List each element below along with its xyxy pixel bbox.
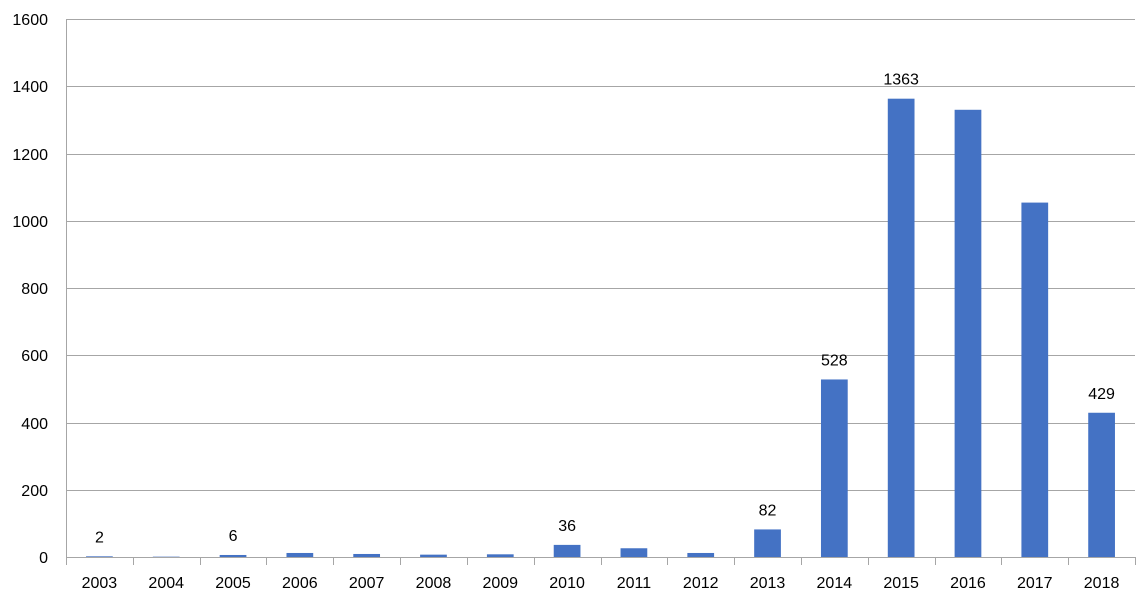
bar-2008 — [420, 554, 447, 557]
gridlines — [66, 19, 1135, 557]
data-label-2015: 1363 — [883, 72, 919, 89]
x-tick-label: 2012 — [683, 575, 719, 592]
bars — [86, 98, 1115, 557]
x-tick-label: 2003 — [82, 575, 118, 592]
x-tick-label: 2010 — [549, 575, 585, 592]
bar-2018 — [1088, 412, 1115, 557]
bar-2007 — [353, 553, 381, 557]
x-axis: 2003 2004 2005 2006 2007 2008 2009 2010 2011 2012… — [66, 557, 1136, 592]
x-tick-label: 2011 — [617, 575, 652, 592]
bar-2005 — [219, 554, 247, 557]
x-tick-label: 2017 — [1017, 575, 1053, 592]
bar-2009 — [486, 554, 514, 557]
x-tick-label: 2004 — [148, 575, 184, 592]
data-labels: 2 6 36 82 528 1363 429 — [95, 72, 1115, 547]
y-tick-label: 600 — [21, 348, 48, 365]
x-tick-label: 2006 — [282, 575, 318, 592]
bar-2012 — [687, 552, 715, 557]
bar-2010 — [553, 544, 581, 557]
y-tick-label: 1400 — [12, 79, 48, 96]
bar-2014 — [820, 379, 848, 557]
data-label-2010: 36 — [558, 518, 576, 535]
bar-2017 — [1021, 202, 1049, 557]
data-label-2013: 82 — [759, 502, 777, 519]
x-tick-label: 2009 — [482, 575, 518, 592]
x-tick-label: 2016 — [950, 575, 986, 592]
x-tick-label: 2008 — [416, 575, 452, 592]
x-tick-label: 2014 — [817, 575, 853, 592]
bar-2003 — [86, 556, 113, 557]
bar-2013 — [754, 529, 781, 557]
y-tick-label: 400 — [21, 416, 48, 433]
x-tick-label: 2018 — [1084, 575, 1120, 592]
y-tick-label: 1200 — [12, 147, 48, 164]
x-tick-label: 2007 — [349, 575, 385, 592]
x-tick-label: 2005 — [215, 575, 251, 592]
bar-2016 — [954, 109, 982, 557]
bar-2015 — [887, 98, 915, 557]
y-tick-label: 0 — [39, 550, 48, 567]
bar-2011 — [620, 548, 648, 557]
x-tick-label: 2013 — [750, 575, 786, 592]
data-label-2018: 429 — [1088, 386, 1115, 403]
data-label-2005: 6 — [229, 528, 238, 545]
y-axis-tick-labels: 0 200 400 600 800 1000 1200 1400 1600 — [12, 12, 48, 567]
data-label-2014: 528 — [821, 352, 848, 369]
y-tick-label: 1600 — [12, 12, 48, 29]
bar-2006 — [286, 552, 314, 557]
data-label-2003: 2 — [95, 529, 104, 546]
x-tick-label: 2015 — [883, 575, 919, 592]
y-tick-label: 1000 — [12, 214, 48, 231]
y-tick-label: 800 — [21, 281, 48, 298]
y-tick-label: 200 — [21, 483, 48, 500]
